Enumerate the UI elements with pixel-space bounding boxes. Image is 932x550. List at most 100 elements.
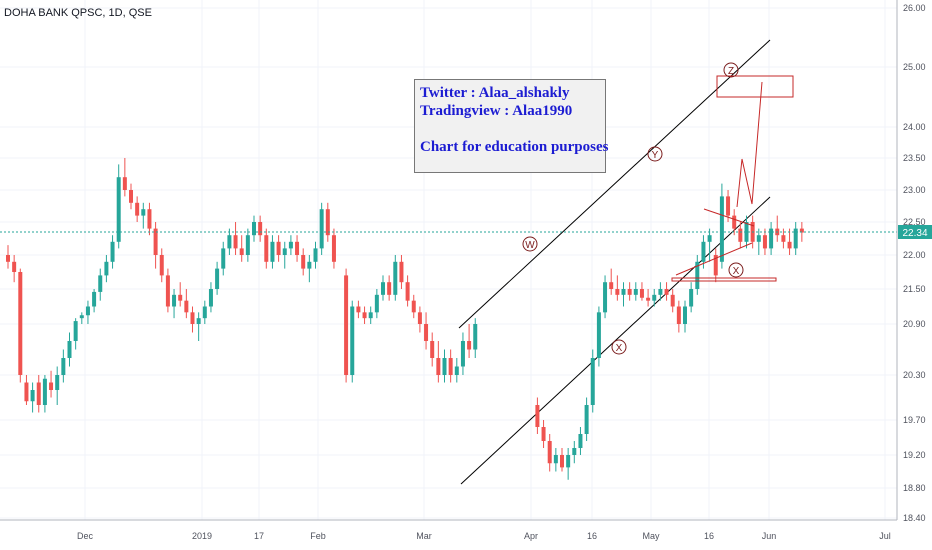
candle	[36, 375, 41, 413]
candle	[92, 289, 97, 313]
time-tick-label: Jul	[879, 531, 891, 541]
candle	[227, 228, 232, 255]
candle	[208, 282, 213, 313]
triangle-upper-line	[703, 208, 755, 227]
candle	[350, 300, 355, 383]
candle	[276, 235, 281, 262]
candle	[116, 164, 121, 249]
candle	[233, 222, 238, 255]
candle	[621, 282, 626, 307]
candle	[288, 235, 293, 255]
wave-label-y: Y	[647, 146, 663, 162]
wave-label-x1: X	[611, 339, 627, 355]
candle	[676, 300, 681, 333]
svg-text:Z: Z	[728, 66, 734, 77]
candle	[547, 434, 552, 472]
note-line-tradingview: Tradingview : Alaa1990	[420, 103, 573, 119]
candle	[417, 306, 422, 333]
candle	[344, 268, 349, 383]
price-axis[interactable]: 26.00 25.00 24.00 23.50 23.00 22.50 22.00 21.50…	[896, 0, 926, 523]
projected-path	[736, 81, 763, 208]
candle	[553, 448, 558, 472]
candle	[399, 255, 404, 289]
candle	[615, 275, 620, 301]
time-tick-label: 2019	[192, 531, 212, 541]
candle	[49, 370, 54, 398]
candle	[85, 300, 90, 324]
candle	[67, 332, 72, 367]
wave-label-z: Z	[723, 62, 739, 78]
candle	[196, 312, 201, 341]
candle	[603, 275, 608, 319]
candle	[473, 318, 478, 358]
target-zone	[716, 75, 794, 98]
time-tick-label: May	[642, 531, 660, 541]
candle	[707, 228, 712, 262]
symbol-title: DOHA BANK QPSC, 1D, QSE	[4, 7, 152, 19]
candle	[172, 289, 177, 319]
price-tick-label: 19.20	[903, 450, 926, 460]
channel-upper-line	[458, 39, 771, 329]
candle	[319, 202, 324, 255]
price-tick-label: 21.50	[903, 284, 926, 294]
candle	[670, 289, 675, 313]
candle	[301, 248, 306, 276]
svg-text:W: W	[525, 240, 535, 251]
candle	[61, 349, 66, 383]
price-tick-label: 22.00	[903, 250, 926, 260]
candle	[775, 215, 780, 242]
candle	[141, 202, 146, 229]
candle	[535, 397, 540, 434]
candle	[73, 318, 78, 350]
candle	[202, 300, 207, 324]
time-tick-label: Jun	[762, 531, 777, 541]
wave-label-x2: X	[728, 262, 744, 278]
candle	[793, 222, 798, 255]
candle	[153, 222, 158, 269]
candle	[215, 261, 220, 295]
candle	[307, 255, 312, 283]
candle	[24, 375, 29, 405]
candle	[30, 382, 35, 413]
note-line-twitter: Twitter : Alaa_alshakly	[420, 85, 570, 101]
time-axis[interactable]: Dec 2019 17 Feb Mar Apr 16 May 16 Jun Jul	[0, 519, 897, 541]
time-tick-label: 17	[254, 531, 264, 541]
candle	[159, 248, 164, 283]
support-zone	[671, 277, 777, 282]
candle	[652, 289, 657, 307]
candle	[405, 275, 410, 307]
candle	[689, 282, 694, 313]
candle	[633, 282, 638, 301]
candle	[122, 158, 127, 197]
time-tick-label: 16	[587, 531, 597, 541]
candle	[356, 300, 361, 319]
candle	[325, 202, 330, 242]
svg-text:Y: Y	[652, 150, 659, 161]
grid	[0, 0, 897, 520]
candle	[639, 282, 644, 301]
candle	[584, 397, 589, 441]
candle	[430, 332, 435, 367]
candle	[732, 209, 737, 236]
candle	[331, 228, 336, 269]
candle	[6, 245, 10, 269]
candle	[55, 366, 60, 405]
candle	[368, 306, 373, 324]
price-tick-label: 25.00	[903, 62, 926, 72]
candle	[42, 375, 47, 413]
candle	[258, 215, 263, 242]
candle	[442, 349, 447, 383]
candle	[264, 228, 269, 269]
candle	[436, 341, 441, 383]
candle	[781, 228, 786, 249]
candle	[135, 196, 140, 222]
candle	[713, 248, 718, 283]
price-tick-label: 19.70	[903, 415, 926, 425]
price-tick-label: 24.00	[903, 122, 926, 132]
candle	[270, 235, 275, 269]
last-price-badge: 22.34	[898, 225, 932, 239]
candle	[787, 228, 792, 255]
time-tick-label: Mar	[416, 531, 432, 541]
